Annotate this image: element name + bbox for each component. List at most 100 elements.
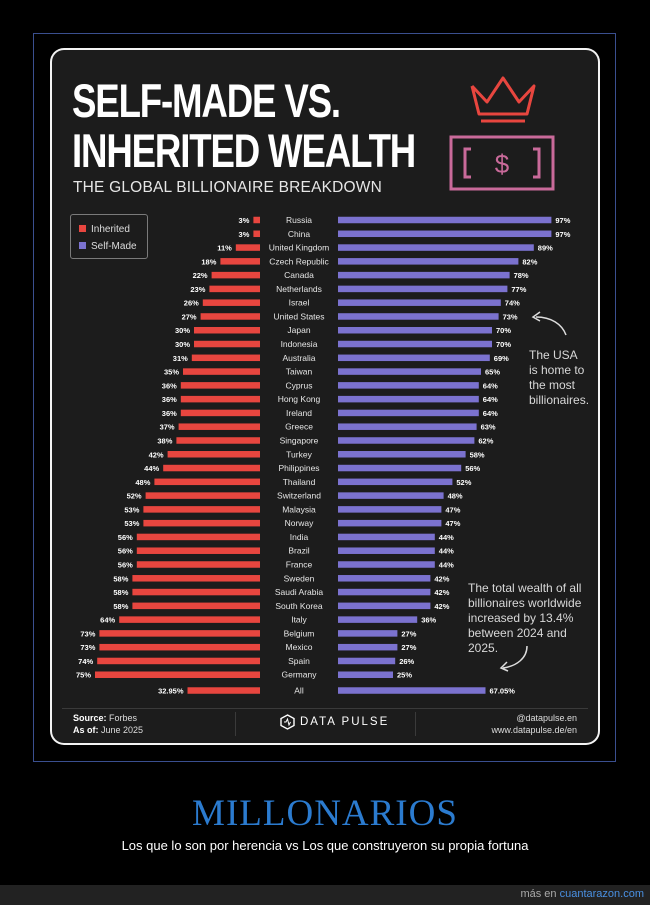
more-link[interactable]: más en cuantarazon.com [520, 888, 644, 900]
country-label: Israel [289, 298, 310, 308]
label-inherited: 35% [164, 368, 179, 377]
label-inherited: 58% [113, 588, 128, 597]
bar-inherited [202, 299, 260, 306]
website-link[interactable]: www.datapulse.de/en [491, 725, 577, 735]
asof-line: As of: June 2025 [73, 725, 143, 735]
label-inherited: 3% [239, 230, 250, 239]
legend-swatch-self-made [79, 241, 86, 249]
label-self-made: 74% [505, 299, 520, 308]
label-inherited: 73% [80, 643, 95, 652]
label-self-made: 78% [514, 271, 529, 280]
caption-subtitle: Los que lo son por herencia vs Los que c… [121, 838, 529, 853]
bar-self-made [338, 588, 431, 596]
bar-self-made [338, 230, 552, 238]
bar-inherited [180, 382, 260, 389]
bar-self-made [338, 547, 435, 554]
country-label: Netherlands [276, 284, 322, 294]
bar-self-made [338, 340, 492, 348]
bar-inherited [180, 409, 260, 417]
bar-inherited [136, 533, 260, 541]
country-label: Cyprus [286, 380, 313, 390]
label-inherited: 30% [175, 326, 190, 335]
legend-swatch-inherited [79, 224, 86, 232]
bar-self-made [338, 258, 519, 265]
country-label: Italy [291, 615, 307, 625]
country-label: India [290, 532, 309, 542]
label-self-made: 56% [465, 464, 480, 473]
asof-value: June 2025 [101, 725, 144, 735]
bar-self-made [338, 575, 431, 582]
infographic-card: SELF-MADE VS. INHERITED WEALTH THE GLOBA… [52, 50, 598, 743]
bar-inherited [194, 326, 260, 334]
label-inherited: 26% [184, 299, 199, 308]
country-label: Sweden [284, 573, 315, 583]
country-label: South Korea [275, 601, 323, 611]
label-inherited: 31% [173, 354, 188, 363]
label-self-made: 64% [483, 409, 498, 418]
usa-note-line: the most [529, 378, 576, 392]
country-label: France [286, 560, 313, 570]
label-self-made: 27% [401, 643, 416, 652]
bar-inherited [235, 244, 260, 251]
label-inherited: 52% [127, 492, 142, 501]
arrow-total-icon [499, 645, 528, 672]
legend: Inherited Self-Made [70, 214, 148, 259]
label-inherited: 56% [118, 547, 133, 556]
source-value: Forbes [109, 713, 138, 723]
total-wealth-note: The total wealth of all billionaires wor… [468, 581, 581, 656]
bar-self-made [338, 478, 453, 486]
label-inherited: 32.95% [158, 687, 184, 696]
label-inherited: 37% [160, 423, 175, 432]
label-self-made: 42% [434, 574, 449, 583]
legend-label-inherited: Inherited [91, 224, 130, 235]
bar-inherited [119, 616, 260, 623]
label-self-made: 70% [496, 340, 511, 349]
bar-self-made [338, 313, 499, 320]
bar-self-made [338, 326, 492, 334]
bar-inherited [209, 285, 260, 293]
bar-inherited [176, 437, 260, 444]
bar-self-made [338, 616, 418, 623]
source-line: Source: Forbes [73, 713, 137, 723]
bar-self-made [338, 437, 475, 444]
country-label: Brazil [288, 546, 309, 556]
bar-self-made [338, 285, 508, 293]
label-inherited: 22% [193, 271, 208, 280]
country-label: Indonesia [281, 339, 318, 349]
site-link[interactable]: cuantarazon.com [559, 888, 644, 900]
country-label: Norway [285, 518, 315, 528]
label-self-made: 47% [445, 519, 460, 528]
label-inherited: 36% [162, 409, 177, 418]
label-self-made: 47% [445, 505, 460, 514]
label-self-made: 65% [485, 368, 500, 377]
source-label: Source: [73, 713, 107, 723]
bar-inherited [180, 395, 260, 403]
label-inherited: 18% [201, 257, 216, 266]
footer-divider [62, 708, 588, 709]
bar-inherited [132, 602, 260, 610]
country-label: China [288, 229, 310, 239]
label-self-made: 44% [439, 561, 454, 570]
country-label: Thailand [283, 477, 316, 487]
bar-self-made [338, 533, 435, 541]
bar-self-made [338, 602, 431, 610]
country-label: Greece [285, 422, 313, 432]
bar-inherited [220, 258, 260, 265]
label-self-made: 97% [555, 216, 570, 225]
bar-self-made [338, 492, 444, 499]
asof-label: As of: [73, 725, 99, 735]
label-self-made: 52% [456, 478, 471, 487]
label-self-made: 77% [511, 285, 526, 294]
caption-title: MILLONARIOS [192, 793, 458, 834]
label-inherited: 64% [100, 616, 115, 625]
country-label: Saudi Arabia [275, 587, 323, 597]
bar-inherited [145, 492, 260, 499]
bar-inherited [136, 561, 260, 568]
bar-inherited [132, 575, 260, 582]
social-handle[interactable]: @datapulse.en [516, 713, 577, 723]
subtitle: THE GLOBAL BILLIONAIRE BREAKDOWN [73, 179, 383, 196]
label-self-made: 26% [399, 657, 414, 666]
country-label: Canada [284, 270, 314, 280]
diverging-bar-chart: 3% 97% Russia 3% 97% China 11% 89% United Kingdo… [76, 215, 571, 696]
bar-inherited [163, 464, 260, 472]
